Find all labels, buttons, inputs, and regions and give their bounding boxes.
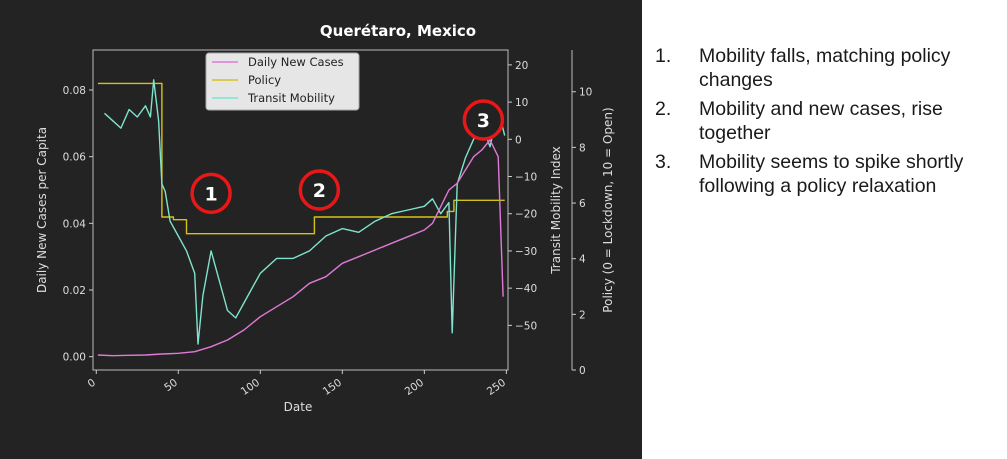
policy-tick-label-3: 6 <box>579 198 586 210</box>
mobility-tick-label-3: −20 <box>515 209 537 221</box>
left-tick-label-3: 0.06 <box>63 152 87 164</box>
policy-tick-label-0: 0 <box>579 365 586 377</box>
series-line-2 <box>97 139 504 357</box>
left-tick-label-1: 0.02 <box>63 285 86 297</box>
annotation-label-2: 3 <box>477 110 490 132</box>
note-number: 3. <box>655 151 672 173</box>
legend: Daily New Cases Policy Transit Mobility <box>205 52 360 111</box>
plot-frame <box>92 49 573 371</box>
annotation-circle-1 <box>298 169 341 211</box>
notes-list: 1. Mobility falls, matching policy change… <box>655 44 1000 203</box>
mobility-tick-label-1: −40 <box>515 283 537 295</box>
policy-tick-label-5: 10 <box>579 87 592 99</box>
legend-label-0: Daily New Cases <box>248 55 344 69</box>
x-tick-label-1: 50 <box>162 377 180 395</box>
policy-tick-label-2: 4 <box>579 254 586 266</box>
left-tick-label-0: 0.00 <box>63 352 86 364</box>
legend-label-2: Transit Mobility <box>247 91 335 105</box>
note-item-0: 1. Mobility falls, matching policy change… <box>655 44 1000 92</box>
series-line-1 <box>104 79 506 345</box>
legend-label-1: Policy <box>248 73 281 87</box>
x-tick-label-3: 150 <box>321 377 344 398</box>
note-text: Mobility and new cases, rise together <box>699 98 943 144</box>
left-tick-label-4: 0.08 <box>63 85 86 97</box>
note-item-1: 2. Mobility and new cases, rise together <box>655 97 1000 145</box>
series-layer <box>97 79 506 357</box>
y-axis-label-mobility: Transit Mobility Index <box>549 146 563 275</box>
mobility-tick-label-6: 10 <box>515 97 528 109</box>
legend-box <box>205 52 360 111</box>
x-tick-label-0: 0 <box>86 377 98 391</box>
mobility-tick-label-2: −30 <box>515 246 537 258</box>
chart-title: Querétaro, Mexico <box>320 22 476 40</box>
annotation-circle-2 <box>462 99 505 141</box>
x-axis-label: Date <box>284 400 313 414</box>
mobility-tick-label-0: −50 <box>515 320 537 332</box>
note-item-2: 3. Mobility seems to spike shortly follow… <box>655 150 1000 198</box>
annotation-label-1: 2 <box>313 180 326 202</box>
series-line-0 <box>97 82 505 235</box>
annotation-label-0: 1 <box>204 183 217 205</box>
note-number: 1. <box>655 45 672 67</box>
left-tick-label-2: 0.04 <box>63 218 87 230</box>
note-text: Mobility seems to spike shortly followin… <box>699 151 964 197</box>
axes-layer: 0 50 100 150 200 2500.000.020.040.060.08−50−4… <box>63 60 593 398</box>
annotations: 1 2 3 <box>190 99 505 215</box>
policy-tick-label-4: 8 <box>579 142 586 154</box>
x-tick-label-4: 200 <box>403 377 426 398</box>
note-number: 2. <box>655 98 672 120</box>
x-tick-label-5: 250 <box>485 377 508 398</box>
note-text: Mobility falls, matching policy changes <box>699 45 951 91</box>
mobility-tick-label-5: 0 <box>515 134 522 146</box>
plot-area-border <box>92 49 509 371</box>
annotation-circle-0 <box>190 172 232 215</box>
x-tick-label-2: 100 <box>239 377 262 398</box>
chart: Querétaro, Mexico 0 50 100 150 200 2500.000.0… <box>35 22 615 414</box>
y-axis-label-left: Daily New Cases per Capita <box>35 127 49 293</box>
y-axis-label-policy: Policy (0 = Lockdown, 10 = Open) <box>601 107 615 312</box>
policy-tick-label-1: 2 <box>579 309 586 321</box>
mobility-tick-label-7: 20 <box>515 60 528 72</box>
mobility-tick-label-4: −10 <box>515 172 537 184</box>
